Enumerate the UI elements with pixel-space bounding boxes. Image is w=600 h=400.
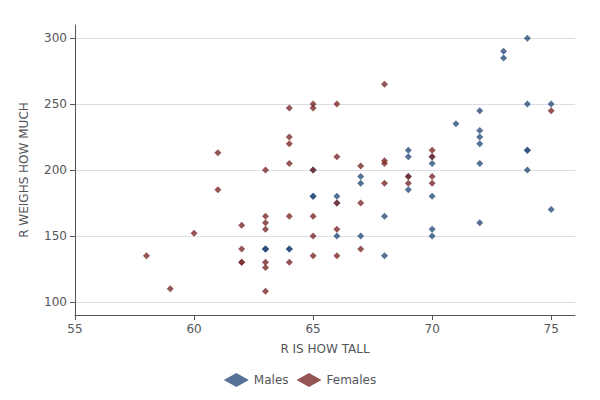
svg-text:300: 300: [44, 31, 67, 45]
svg-text:60: 60: [186, 322, 201, 336]
svg-text:R IS HOW TALL: R IS HOW TALL: [280, 342, 370, 356]
svg-text:55: 55: [67, 322, 82, 336]
svg-text:70: 70: [425, 322, 440, 336]
svg-text:65: 65: [305, 322, 320, 336]
svg-text:R WEIGHS HOW MUCH: R WEIGHS HOW MUCH: [17, 102, 31, 238]
svg-text:250: 250: [44, 97, 67, 111]
svg-text:200: 200: [44, 163, 67, 177]
svg-text:Females: Females: [327, 373, 377, 387]
svg-text:75: 75: [544, 322, 559, 336]
svg-text:150: 150: [44, 229, 67, 243]
svg-text:100: 100: [44, 295, 67, 309]
svg-text:Males: Males: [254, 373, 289, 387]
